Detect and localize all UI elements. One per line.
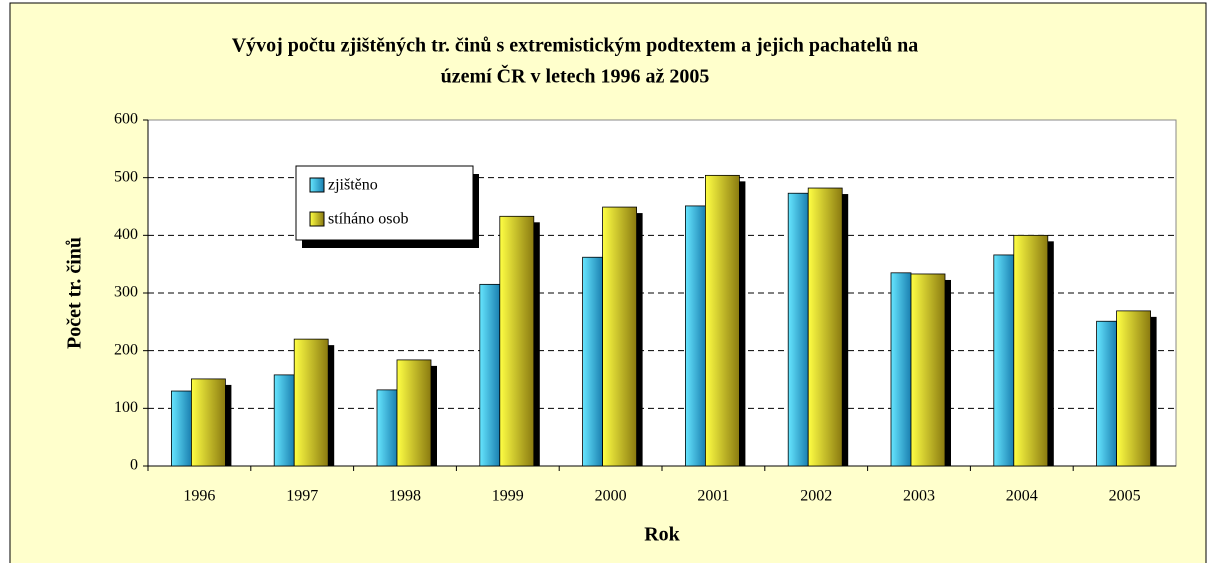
- bar-shadow: [739, 181, 746, 467]
- x-tick-label: 2002: [800, 488, 832, 505]
- bar: [1116, 310, 1151, 467]
- legend-swatch: [309, 177, 325, 193]
- y-tick-label: 0: [130, 457, 138, 474]
- y-tick-label: 200: [114, 341, 138, 358]
- y-tick-label: 600: [114, 111, 138, 128]
- x-tick-label: 1996: [183, 488, 215, 505]
- bar: [582, 256, 603, 467]
- legend-label: stíháno osob: [328, 211, 408, 228]
- bar: [993, 254, 1015, 467]
- bar: [787, 192, 809, 467]
- y-tick-label: 400: [114, 226, 138, 243]
- bar: [479, 283, 501, 467]
- x-tick-label: 2000: [595, 488, 627, 505]
- legend-swatch: [309, 211, 325, 227]
- x-tick-label: 2003: [903, 488, 935, 505]
- x-tick-label: 1997: [286, 488, 318, 505]
- bar: [170, 390, 192, 467]
- bar: [293, 338, 329, 467]
- bar-shadow: [328, 345, 335, 466]
- bar: [705, 174, 740, 467]
- x-axis-label: Rok: [644, 524, 680, 546]
- bar: [376, 389, 398, 467]
- bar: [910, 273, 946, 467]
- bar-shadow: [945, 279, 951, 466]
- bar: [499, 215, 535, 467]
- bar-shadow: [533, 222, 540, 466]
- bar-shadow: [1047, 241, 1054, 466]
- bar: [685, 205, 706, 467]
- legend: [295, 165, 474, 241]
- bar: [396, 359, 432, 467]
- bar-shadow: [225, 384, 232, 466]
- x-tick-label: 1998: [389, 488, 421, 505]
- y-tick-label: 500: [114, 168, 138, 185]
- bar-shadow: [431, 365, 437, 466]
- bar-shadow: [842, 194, 849, 466]
- x-tick-label: 1999: [492, 488, 524, 505]
- bar: [190, 378, 226, 467]
- x-tick-label: 2001: [697, 488, 729, 505]
- bar-shadow: [636, 213, 643, 466]
- bar: [807, 187, 843, 467]
- x-tick-label: 2005: [1109, 488, 1141, 505]
- bar: [1096, 320, 1117, 467]
- chart-title: Vývoj počtu zjištěných tr. činů s extrem…: [232, 35, 919, 57]
- y-axis-label: Počet tr. činů: [64, 237, 86, 349]
- y-tick-label: 100: [114, 399, 138, 416]
- y-tick-label: 300: [114, 284, 138, 301]
- bar-shadow: [1150, 316, 1157, 466]
- bar: [890, 272, 912, 467]
- x-tick-label: 2004: [1006, 488, 1038, 505]
- legend-label: zjištěno: [328, 177, 378, 194]
- bar: [1013, 234, 1049, 467]
- chart-title: území ČR v letech 1996 až 2005: [441, 64, 710, 88]
- bar: [602, 206, 637, 467]
- bar: [273, 374, 295, 467]
